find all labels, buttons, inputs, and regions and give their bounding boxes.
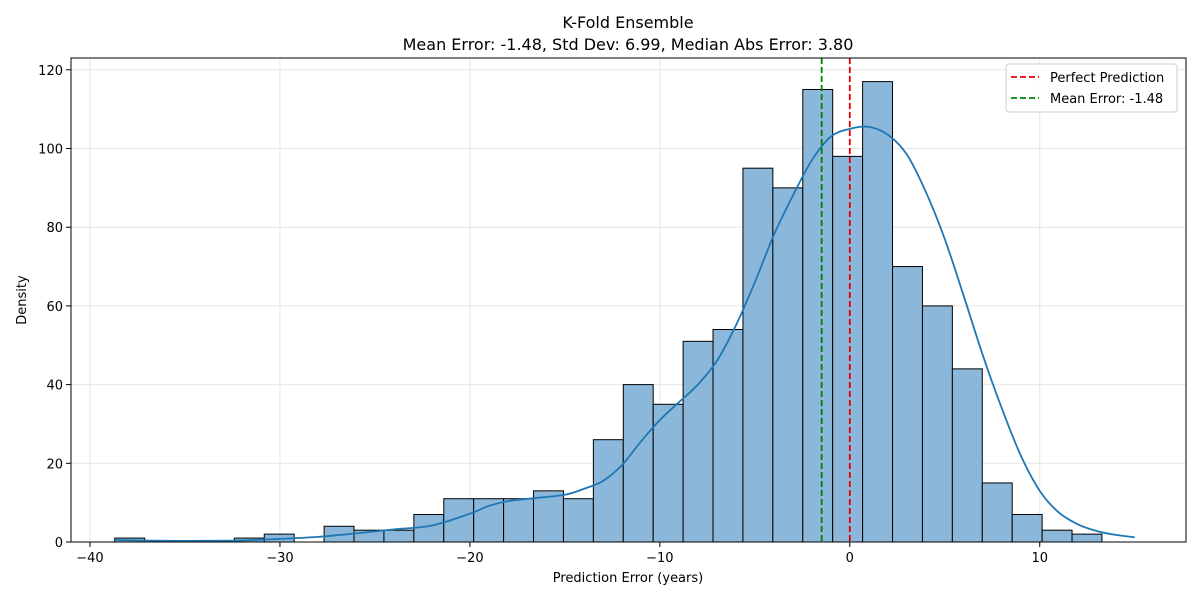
x-tick-label: −20 xyxy=(456,551,483,566)
y-axis-ticks: 0 20 40 60 80 100 120 xyxy=(38,64,71,551)
histogram-bar xyxy=(533,490,564,543)
legend-box xyxy=(1005,63,1178,113)
histogram-bar xyxy=(503,498,535,543)
bars-layer xyxy=(114,81,1103,543)
histogram-bar xyxy=(862,81,894,543)
histogram-bar xyxy=(1071,533,1103,543)
y-tick-label: 80 xyxy=(46,221,63,236)
histogram-bar xyxy=(772,187,804,543)
legend-label-mean-error: Mean Error: -1.48 xyxy=(1050,92,1163,107)
histogram-bar xyxy=(592,439,624,543)
histogram-bar xyxy=(622,384,654,543)
x-tick-label: 0 xyxy=(846,551,854,566)
histogram-bar xyxy=(742,167,774,543)
kde-layer xyxy=(114,125,1135,542)
x-axis-label: Prediction Error (years) xyxy=(553,571,703,586)
x-tick-label: −10 xyxy=(646,551,673,566)
histogram-bar xyxy=(981,482,1013,543)
y-tick-label: 20 xyxy=(46,457,63,472)
histogram-bar xyxy=(1011,513,1043,543)
histogram-bar xyxy=(562,498,594,543)
y-axis-label: Density xyxy=(15,275,30,325)
histogram-bar xyxy=(712,329,744,543)
histogram-bar xyxy=(802,88,834,543)
histogram-bar xyxy=(921,305,953,543)
histogram-bar xyxy=(652,403,684,543)
y-tick-label: 120 xyxy=(38,64,63,79)
y-tick-label: 0 xyxy=(55,536,63,551)
histogram-bar xyxy=(832,155,864,543)
histogram-bar xyxy=(951,368,983,543)
x-tick-label: 10 xyxy=(1031,551,1048,566)
histogram-bar xyxy=(383,529,415,543)
plot-frame xyxy=(70,57,1187,543)
x-tick-label: −30 xyxy=(266,551,293,566)
x-tick-label: −40 xyxy=(76,551,103,566)
y-tick-label: 60 xyxy=(46,300,63,315)
legend: Perfect Prediction Mean Error: -1.48 xyxy=(1005,63,1178,113)
chart-title: K-Fold Ensemble xyxy=(562,13,693,32)
histogram-bar xyxy=(682,340,714,543)
chart-subtitle: Mean Error: -1.48, Std Dev: 6.99, Median… xyxy=(403,35,854,54)
y-tick-label: 100 xyxy=(38,143,63,158)
y-tick-label: 40 xyxy=(46,379,63,394)
x-axis-ticks: −40 −30 −20 −10 0 10 xyxy=(76,542,1048,566)
histogram-bar xyxy=(892,266,923,543)
legend-label-perfect-prediction: Perfect Prediction xyxy=(1050,71,1164,86)
kde-curve xyxy=(114,125,1135,542)
histogram-bar xyxy=(1041,529,1073,543)
